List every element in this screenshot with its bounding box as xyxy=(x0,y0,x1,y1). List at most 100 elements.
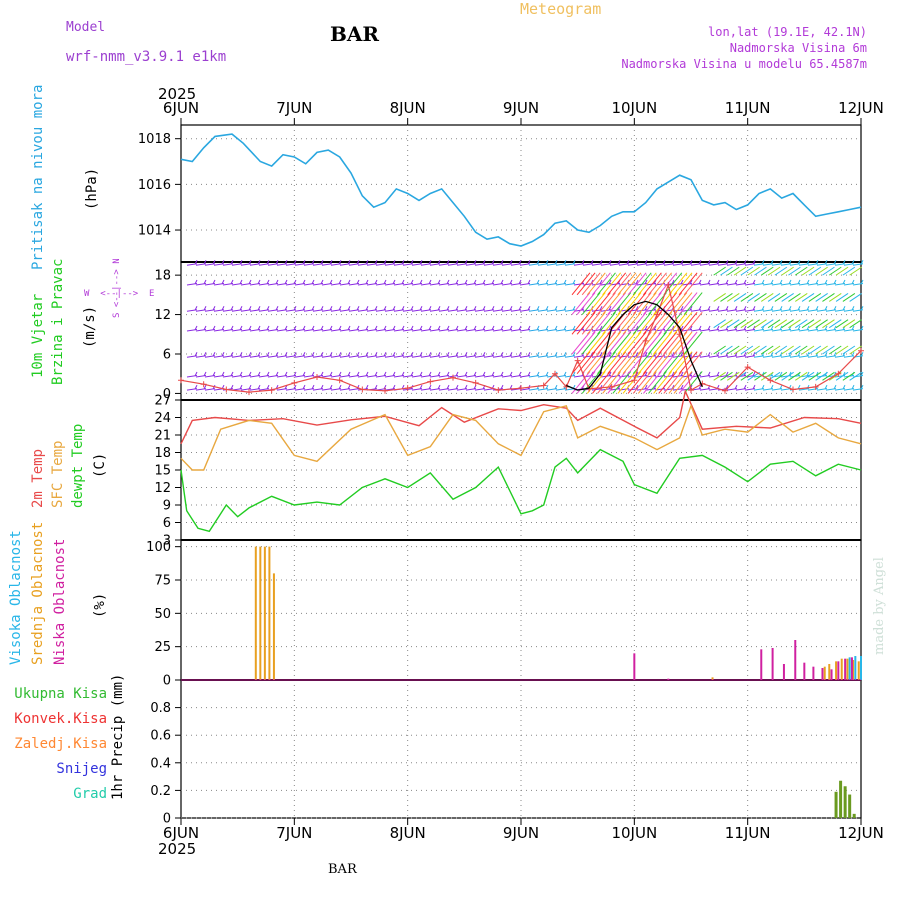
legend-freezing-rain: Zaledj.Kisa xyxy=(14,736,107,752)
xtick-label-top: 11JUN xyxy=(725,99,771,117)
ytick-label-precip: 0.2 xyxy=(150,784,171,799)
xtick-label-top: 9JUN xyxy=(503,99,539,117)
wind-speed-marker xyxy=(178,377,184,384)
ytick-label-pressure: 1018 xyxy=(138,132,171,147)
wind-speed-marker xyxy=(200,381,207,388)
wind-speed-marker xyxy=(404,385,411,392)
xtick-label-bottom: 8JUN xyxy=(390,824,426,842)
ytick-label-temp: 27 xyxy=(154,394,171,409)
ytick-label-cloud: 0 xyxy=(163,674,171,689)
precip-bar xyxy=(848,794,852,818)
coords-label: lon,lat (19.1E, 42.1N) xyxy=(708,25,867,39)
xtick-label-bottom: 12JUN xyxy=(838,824,884,842)
wind-speed-marker xyxy=(246,389,252,396)
legend-total-rain: Ukupna Kisa xyxy=(14,686,107,702)
precip-bar xyxy=(843,786,847,818)
xtick-label-bottom: 6JUN xyxy=(163,824,199,842)
wind-speed-marker xyxy=(495,387,502,394)
ytick-label-cloud: 75 xyxy=(154,574,171,589)
xtick-label-top: 7JUN xyxy=(276,99,312,117)
wind-speed-marker xyxy=(336,377,343,384)
ytick-label-pressure: 1016 xyxy=(138,178,171,193)
ytick-label-pressure: 1014 xyxy=(138,224,171,239)
precip-bar xyxy=(839,780,843,818)
wind-speed-marker xyxy=(450,374,456,381)
wind-speed-marker xyxy=(744,364,751,371)
wind-speed-marker xyxy=(540,382,547,389)
model-name: wrf-nmm_v3.9.1 e1km xyxy=(66,49,227,65)
ytick-label-wind: 12 xyxy=(154,308,171,323)
ytick-label-temp: 12 xyxy=(154,481,171,496)
sfc-temp-line xyxy=(180,403,862,471)
wind-speed-marker xyxy=(631,377,638,384)
ytick-label-cloud: 50 xyxy=(154,607,171,622)
wind-speed-marker xyxy=(608,383,615,390)
elevation-label: Nadmorska Visina 6m xyxy=(729,41,867,55)
legend-hail: Grad xyxy=(73,786,107,802)
wind-speed-marker xyxy=(427,378,434,385)
xtick-label-top: 6JUN xyxy=(163,99,199,117)
ytick-label-temp: 3 xyxy=(163,534,171,549)
xtick-label-bottom: 10JUN xyxy=(611,824,657,842)
wind-speed-marker xyxy=(268,387,275,394)
ytick-label-cloud: 25 xyxy=(154,640,171,655)
wind-barbs xyxy=(186,260,864,391)
wind-speed-marker xyxy=(790,386,796,393)
t2m-line xyxy=(180,389,862,445)
ytick-label-wind: 18 xyxy=(154,269,171,284)
dewpt-line xyxy=(180,448,862,533)
meteogram-label: Meteogram xyxy=(520,0,602,18)
pressure-line xyxy=(180,133,862,247)
ytick-label-temp: 18 xyxy=(154,446,171,461)
wind-speed-marker xyxy=(835,370,842,377)
gust-line xyxy=(566,300,703,391)
wind-speed-marker xyxy=(665,282,672,288)
xtick-label-top: 8JUN xyxy=(390,99,426,117)
wind-speed-marker xyxy=(812,383,819,390)
wind-speed-marker xyxy=(722,387,728,394)
year-label-top: 2025 xyxy=(158,85,196,103)
wind-speed-marker xyxy=(642,337,649,344)
ytick-label-precip: 0.4 xyxy=(150,756,171,771)
xtick-label-bottom: 11JUN xyxy=(725,824,771,842)
wind-speed-marker xyxy=(574,357,581,364)
chart-title: BAR xyxy=(330,22,380,46)
model-label: Model xyxy=(66,20,106,35)
precip-bar xyxy=(834,791,838,818)
wind-speed-marker xyxy=(382,387,388,394)
wind-speed-marker xyxy=(767,377,774,384)
xtick-label-top: 12JUN xyxy=(838,99,884,117)
ytick-label-temp: 21 xyxy=(154,429,171,444)
footer-station: BAR xyxy=(328,862,357,877)
wind-speed-marker xyxy=(472,379,479,386)
legend-convective-rain: Konvek.Kisa xyxy=(14,711,107,727)
ytick-label-temp: 24 xyxy=(154,411,171,426)
ytick-label-temp: 9 xyxy=(163,499,171,514)
xtick-label-bottom: 9JUN xyxy=(503,824,539,842)
wind-speed-line xyxy=(180,282,862,393)
wind-speed-marker xyxy=(518,385,524,392)
wind-speed-marker xyxy=(359,386,366,393)
model-elevation-label: Nadmorska Visina u modelu 65.4587m xyxy=(621,57,867,71)
precip-bar xyxy=(852,813,856,818)
wind-speed-marker xyxy=(552,370,558,377)
xtick-label-bottom: 7JUN xyxy=(276,824,312,842)
compass-horizontal: W <--|--> E xyxy=(84,289,155,299)
wind-speed-marker xyxy=(858,347,864,354)
ytick-label-precip: 0.6 xyxy=(150,729,171,744)
ytick-label-wind: 0 xyxy=(163,387,171,402)
ytick-label-precip: 0.8 xyxy=(150,701,171,716)
xtick-label-top: 10JUN xyxy=(611,99,657,117)
ytick-label-temp: 6 xyxy=(163,516,171,531)
wind-speed-marker xyxy=(291,379,298,386)
wind-speed-marker xyxy=(688,387,694,394)
wind-speed-marker xyxy=(223,386,230,393)
ytick-label-temp: 15 xyxy=(154,464,171,479)
wind-speed-marker xyxy=(314,374,320,380)
ytick-label-wind: 6 xyxy=(163,348,171,363)
wind-storm-arrows xyxy=(571,266,862,394)
ytick-label-precip: 0 xyxy=(163,812,171,827)
year-label-bottom: 2025 xyxy=(158,840,196,858)
legend-snow: Snijeg xyxy=(56,761,107,777)
